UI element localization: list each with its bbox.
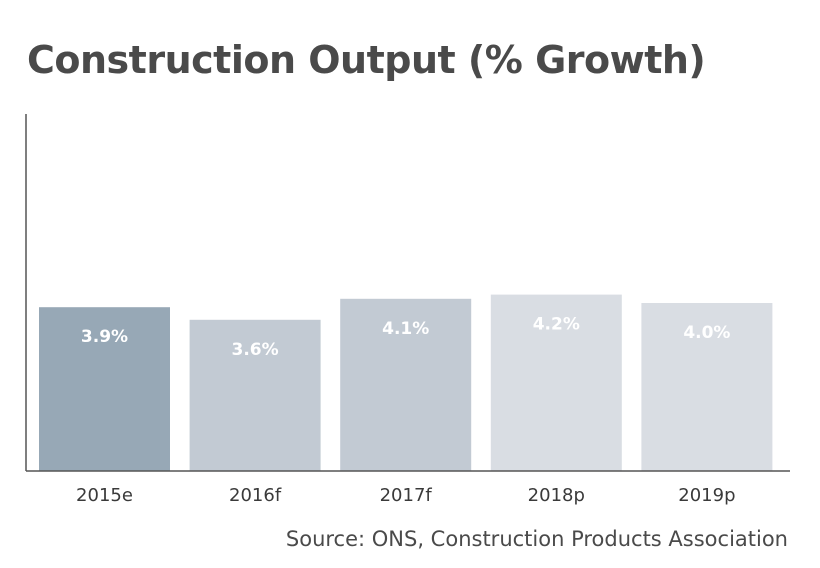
chart-title: Construction Output (% Growth) bbox=[27, 38, 706, 82]
bar-2016f bbox=[189, 319, 321, 471]
bars-group bbox=[39, 294, 773, 471]
value-labels-group: 3.9% 3.6% 4.1% 4.2% 4.0% bbox=[81, 315, 731, 360]
value-label-2019p: 4.0% bbox=[683, 323, 730, 343]
bar-2015e bbox=[39, 307, 170, 471]
x-tick-label-2015e: 2015e bbox=[76, 485, 133, 506]
bar-2017f bbox=[340, 298, 472, 471]
x-tick-label-2018p: 2018p bbox=[528, 485, 585, 506]
x-tick-label-2016f: 2016f bbox=[229, 485, 282, 506]
bar-2018p bbox=[490, 294, 622, 471]
value-label-2015e: 3.9% bbox=[81, 327, 128, 347]
value-label-2018p: 4.2% bbox=[533, 315, 580, 335]
x-tick-label-2019p: 2019p bbox=[678, 485, 735, 506]
tick-labels-group: 2015e 2016f 2017f 2018p 2019p bbox=[76, 485, 735, 506]
source-note: Source: ONS, Construction Products Assoc… bbox=[285, 527, 788, 551]
bar-2019p bbox=[641, 303, 773, 471]
value-label-2016f: 3.6% bbox=[232, 340, 279, 360]
value-label-2017f: 4.1% bbox=[382, 319, 429, 339]
x-tick-label-2017f: 2017f bbox=[380, 485, 433, 506]
